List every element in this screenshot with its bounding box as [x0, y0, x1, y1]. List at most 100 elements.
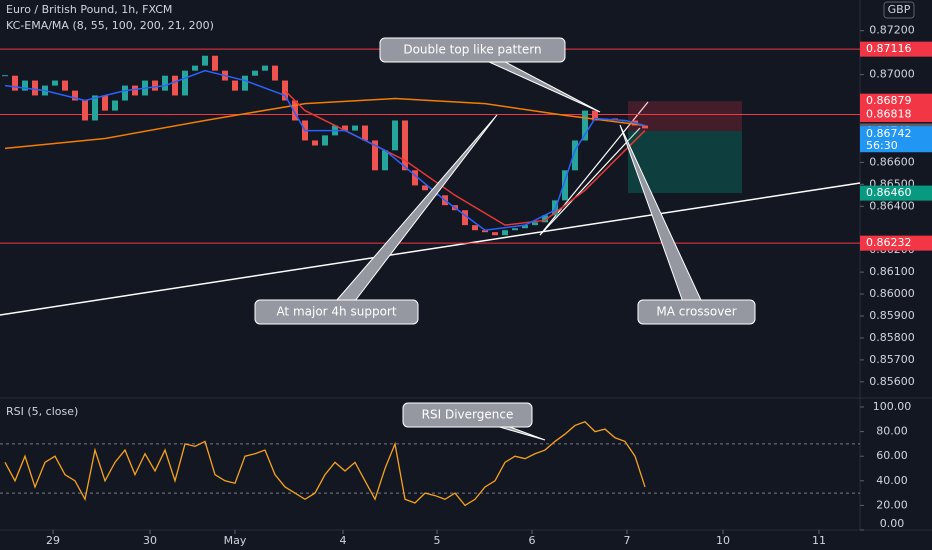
x-tick-label: 4 [340, 534, 347, 547]
trend-line [0, 182, 861, 316]
x-tick-label: 7 [624, 534, 631, 547]
candle [32, 80, 38, 96]
candle [122, 85, 128, 101]
candle [252, 70, 258, 76]
candle [552, 200, 558, 216]
candle [272, 65, 278, 81]
candle [542, 215, 548, 223]
candle [492, 232, 498, 236]
currency-box[interactable] [883, 1, 915, 19]
candle [402, 120, 408, 171]
candle [162, 75, 168, 91]
candle [22, 80, 28, 91]
ma-line [284, 90, 646, 226]
candle [232, 80, 238, 91]
y-tick-label: 0.86100 [869, 265, 915, 278]
candle [282, 80, 288, 101]
candle [352, 125, 358, 131]
callout-box [379, 37, 566, 63]
candle [382, 150, 388, 171]
candle [82, 100, 88, 121]
candle [642, 125, 648, 129]
price-tag-label: 0.86232 [866, 236, 912, 249]
rsi-label: RSI (5, close) [6, 405, 78, 418]
rsi-tick-label: 100.00 [873, 400, 912, 413]
wedge-line [539, 127, 641, 236]
callout-box [402, 402, 533, 428]
rsi-tick-label: 60.00 [876, 449, 908, 462]
candle [372, 140, 378, 171]
rsi-tick-label: 20.00 [876, 498, 908, 511]
price-tag-label: 0.86460 [866, 186, 912, 199]
callout-text: At major 4h support [276, 305, 396, 319]
x-tick-label: 10 [716, 534, 730, 547]
callout-text: RSI Divergence [422, 408, 514, 422]
price-tag [860, 185, 932, 201]
y-tick-label: 0.86400 [869, 199, 915, 212]
rsi-tick-label: 0.00 [880, 517, 905, 530]
candle [62, 80, 68, 91]
price-tag [860, 41, 932, 57]
y-tick-label: 0.85800 [869, 331, 915, 344]
callout-text: MA crossover [656, 305, 736, 319]
candle [52, 80, 58, 86]
callout-text: Double top like pattern [403, 43, 541, 57]
candle [462, 210, 468, 226]
price-tag-label: 0.86742 [866, 127, 912, 140]
candle [12, 75, 18, 91]
candle [262, 65, 268, 71]
price-tag-label: 0.86818 [866, 108, 912, 121]
candle [422, 185, 428, 191]
price-tag-label: 0.87116 [866, 42, 912, 55]
candle [562, 170, 568, 201]
candle [112, 100, 118, 111]
x-tick-label: 11 [812, 534, 826, 547]
ma-line [4, 69, 646, 231]
candle [592, 110, 598, 121]
candle [172, 75, 178, 96]
x-tick-label: May [224, 534, 247, 547]
x-tick-label: 30 [143, 534, 157, 547]
candle [312, 140, 318, 146]
currency: GBP [888, 3, 911, 16]
candle [212, 55, 218, 71]
ma-line [4, 97, 646, 150]
candle [532, 222, 538, 226]
countdown: 56:30 [866, 139, 898, 152]
candle [572, 140, 578, 171]
y-tick-label: 0.87000 [869, 68, 915, 81]
y-tick-label: 0.87200 [869, 24, 915, 37]
candle [192, 65, 198, 71]
price-tag-label: 0.86879 [866, 94, 912, 107]
price-tag [860, 235, 932, 251]
candle [342, 125, 348, 131]
y-tick-label: 0.85700 [869, 353, 915, 366]
candle [512, 228, 518, 231]
candle [362, 125, 368, 141]
rsi-tick-label: 80.00 [876, 425, 908, 438]
y-tick-label: 0.85900 [869, 309, 915, 322]
x-tick-label: 5 [434, 534, 441, 547]
y-tick-label: 0.85600 [869, 375, 915, 388]
indicator-label: KC-EMA/MA (8, 55, 100, 200, 21, 200) [6, 19, 214, 32]
candle [152, 80, 158, 91]
candle [582, 110, 588, 141]
candle [182, 70, 188, 96]
candle [292, 100, 298, 121]
candle [132, 85, 138, 96]
candle [482, 230, 488, 233]
y-tick-label: 0.86000 [869, 287, 915, 300]
chart-title: Euro / British Pound, 1h, FXCM [6, 3, 172, 16]
candle [92, 95, 98, 121]
candle [522, 225, 528, 229]
callout-box [637, 299, 756, 325]
candle [102, 95, 108, 111]
candle [502, 230, 508, 236]
price-tag [860, 107, 932, 123]
candle [322, 135, 328, 146]
candle [472, 225, 478, 231]
x-tick-label: 29 [46, 534, 60, 547]
